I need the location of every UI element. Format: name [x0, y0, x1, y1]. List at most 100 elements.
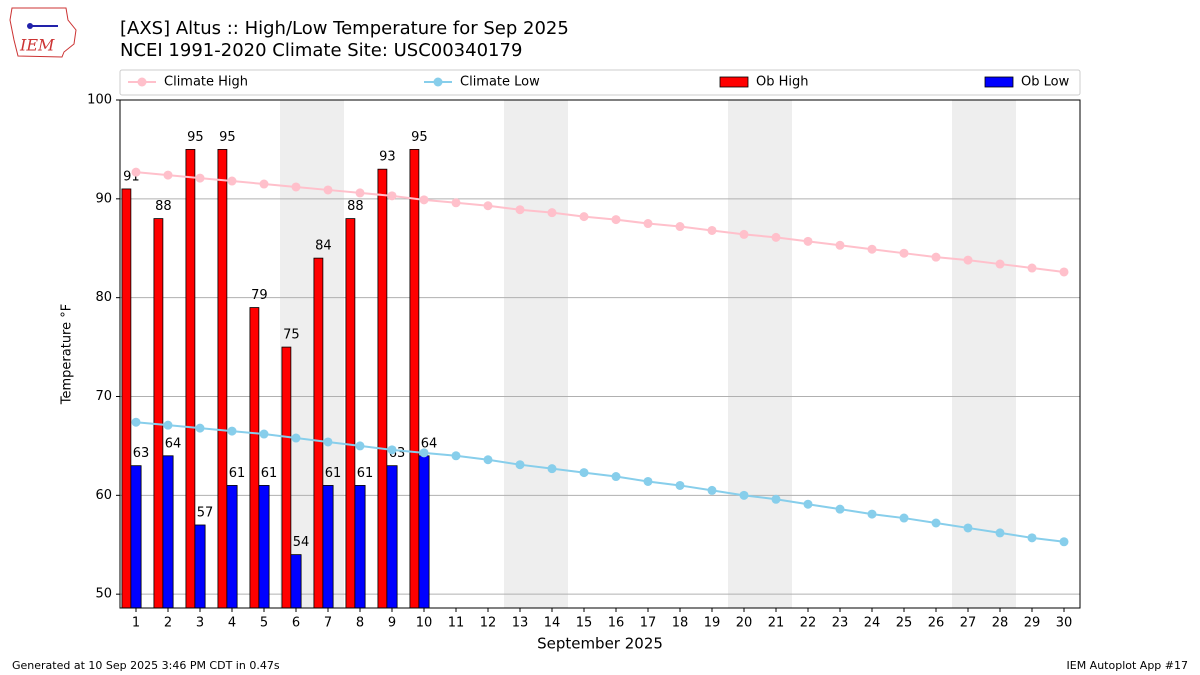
x-tick-label: 1	[132, 616, 140, 631]
x-tick-label: 14	[544, 616, 561, 631]
value-label: 88	[155, 199, 172, 214]
line-marker	[739, 490, 749, 500]
weekend-shade	[984, 100, 1016, 608]
legend-label: Ob High	[756, 75, 809, 90]
line-marker	[963, 523, 973, 533]
bar	[290, 554, 302, 609]
legend-marker	[433, 77, 443, 87]
line-marker	[291, 182, 301, 192]
legend-swatch	[984, 76, 1014, 88]
weekend-shade	[952, 100, 984, 608]
x-tick-label: 30	[1056, 616, 1073, 631]
line-marker	[131, 417, 141, 427]
line-marker	[419, 195, 429, 205]
bar	[258, 485, 270, 609]
line-marker	[931, 518, 941, 528]
x-tick-label: 26	[928, 616, 945, 631]
line-marker	[515, 205, 525, 215]
line-marker	[611, 472, 621, 482]
line-marker	[451, 451, 461, 461]
y-tick-label: 100	[87, 93, 112, 108]
value-label: 95	[219, 130, 236, 145]
x-tick-label: 5	[260, 616, 268, 631]
value-label: 95	[411, 130, 428, 145]
line-marker	[163, 420, 173, 430]
line	[135, 171, 1065, 273]
bar	[345, 218, 356, 609]
line-marker	[867, 244, 877, 254]
bar	[313, 257, 324, 609]
x-tick-label: 29	[1024, 616, 1041, 631]
bar	[130, 465, 142, 609]
value-label: 75	[283, 328, 300, 343]
line-marker	[195, 173, 205, 183]
x-tick-label: 2	[164, 616, 172, 631]
weekend-shade	[760, 100, 792, 608]
value-label: 64	[421, 436, 438, 451]
bar	[194, 524, 206, 609]
line-marker	[835, 504, 845, 514]
line-marker	[1059, 267, 1069, 277]
x-tick-label: 11	[448, 616, 465, 631]
line-marker	[707, 225, 717, 235]
x-tick-label: 24	[864, 616, 881, 631]
x-tick-label: 20	[736, 616, 753, 631]
bar	[185, 149, 196, 609]
weekend-shade	[728, 100, 760, 608]
weekend-shade	[536, 100, 568, 608]
x-tick-label: 3	[196, 616, 204, 631]
legend-marker	[137, 77, 147, 87]
line-marker	[675, 222, 685, 232]
line-marker	[259, 179, 269, 189]
value-label: 64	[165, 436, 182, 451]
bar	[121, 188, 132, 609]
weekend-shade	[504, 100, 536, 608]
line-marker	[1027, 533, 1037, 543]
x-tick-label: 7	[324, 616, 332, 631]
line-marker	[643, 476, 653, 486]
value-label: 84	[315, 239, 332, 254]
line-marker	[835, 240, 845, 250]
line-marker	[355, 188, 365, 198]
line-marker	[547, 208, 557, 218]
x-tick-label: 6	[292, 616, 300, 631]
line-marker	[451, 198, 461, 208]
line-marker	[995, 528, 1005, 538]
x-tick-label: 23	[832, 616, 849, 631]
x-tick-label: 4	[228, 616, 236, 631]
line-marker	[323, 437, 333, 447]
x-tick-label: 16	[608, 616, 625, 631]
line-marker	[387, 445, 397, 455]
x-tick-label: 22	[800, 616, 817, 631]
line-marker	[611, 215, 621, 225]
logo-text: IEM	[19, 36, 55, 55]
line-marker	[931, 252, 941, 262]
value-label: 54	[293, 535, 310, 550]
line-marker	[547, 464, 557, 474]
x-tick-label: 13	[512, 616, 529, 631]
legend-label: Climate Low	[460, 75, 540, 90]
line-marker	[867, 509, 877, 519]
line-marker	[675, 480, 685, 490]
line-marker	[291, 433, 301, 443]
line-marker	[259, 429, 269, 439]
line-marker	[579, 468, 589, 478]
line-marker	[995, 259, 1005, 269]
bar	[386, 465, 398, 609]
line-marker	[483, 455, 493, 465]
chart-subtitle: NCEI 1991-2020 Climate Site: USC00340179	[120, 40, 522, 61]
line-marker	[515, 460, 525, 470]
x-tick-label: 19	[704, 616, 721, 631]
x-tick-label: 28	[992, 616, 1009, 631]
bar	[322, 485, 334, 609]
line-marker	[323, 185, 333, 195]
y-tick-label: 80	[95, 290, 112, 305]
footer-left: Generated at 10 Sep 2025 3:46 PM CDT in …	[12, 659, 280, 672]
chart-title: [AXS] Altus :: High/Low Temperature for …	[120, 18, 569, 39]
line-marker	[483, 201, 493, 211]
footer-right: IEM Autoplot App #17	[1067, 659, 1189, 672]
bar	[409, 149, 420, 609]
value-label: 61	[325, 466, 342, 481]
x-tick-label: 17	[640, 616, 657, 631]
